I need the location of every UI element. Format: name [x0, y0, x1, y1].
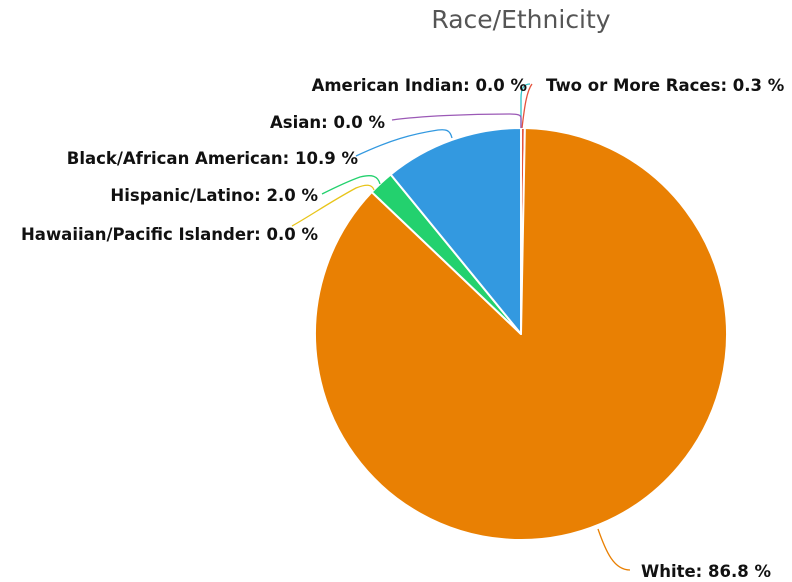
pie-slices	[314, 127, 728, 541]
slice-labels: American Indian: 0.0 % Two or More Races:…	[21, 76, 785, 581]
slice-label-white: White: 86.8 %	[641, 562, 771, 581]
leader-line-asian	[391, 113, 522, 128]
slice-label-american-indian: American Indian: 0.0 %	[312, 76, 528, 95]
pie-slice-black-african-american[interactable]	[389, 127, 522, 335]
chart-title: Race/Ethnicity	[431, 5, 610, 34]
slice-label-two-or-more-races: Two or More Races: 0.3 %	[546, 76, 785, 95]
leader-line-two-or-more-races	[521, 83, 533, 129]
leader-line-hawaiian-pacific-islander	[291, 184, 375, 227]
leader-line-american-indian	[520, 83, 531, 128]
leader-line-white	[597, 528, 631, 571]
slice-label-asian: Asian: 0.0 %	[270, 113, 385, 132]
slice-label-hispanic-latino: Hispanic/Latino: 2.0 %	[110, 186, 318, 205]
leader-line-black-african-american	[355, 129, 453, 157]
leader-line-hispanic-latino	[321, 175, 381, 195]
label-leader-lines	[291, 83, 631, 571]
slice-label-black-african-american: Black/African American: 10.9 %	[67, 149, 359, 168]
slice-label-hawaiian-pacific-islander: Hawaiian/Pacific Islander: 0.0 %	[21, 225, 318, 244]
